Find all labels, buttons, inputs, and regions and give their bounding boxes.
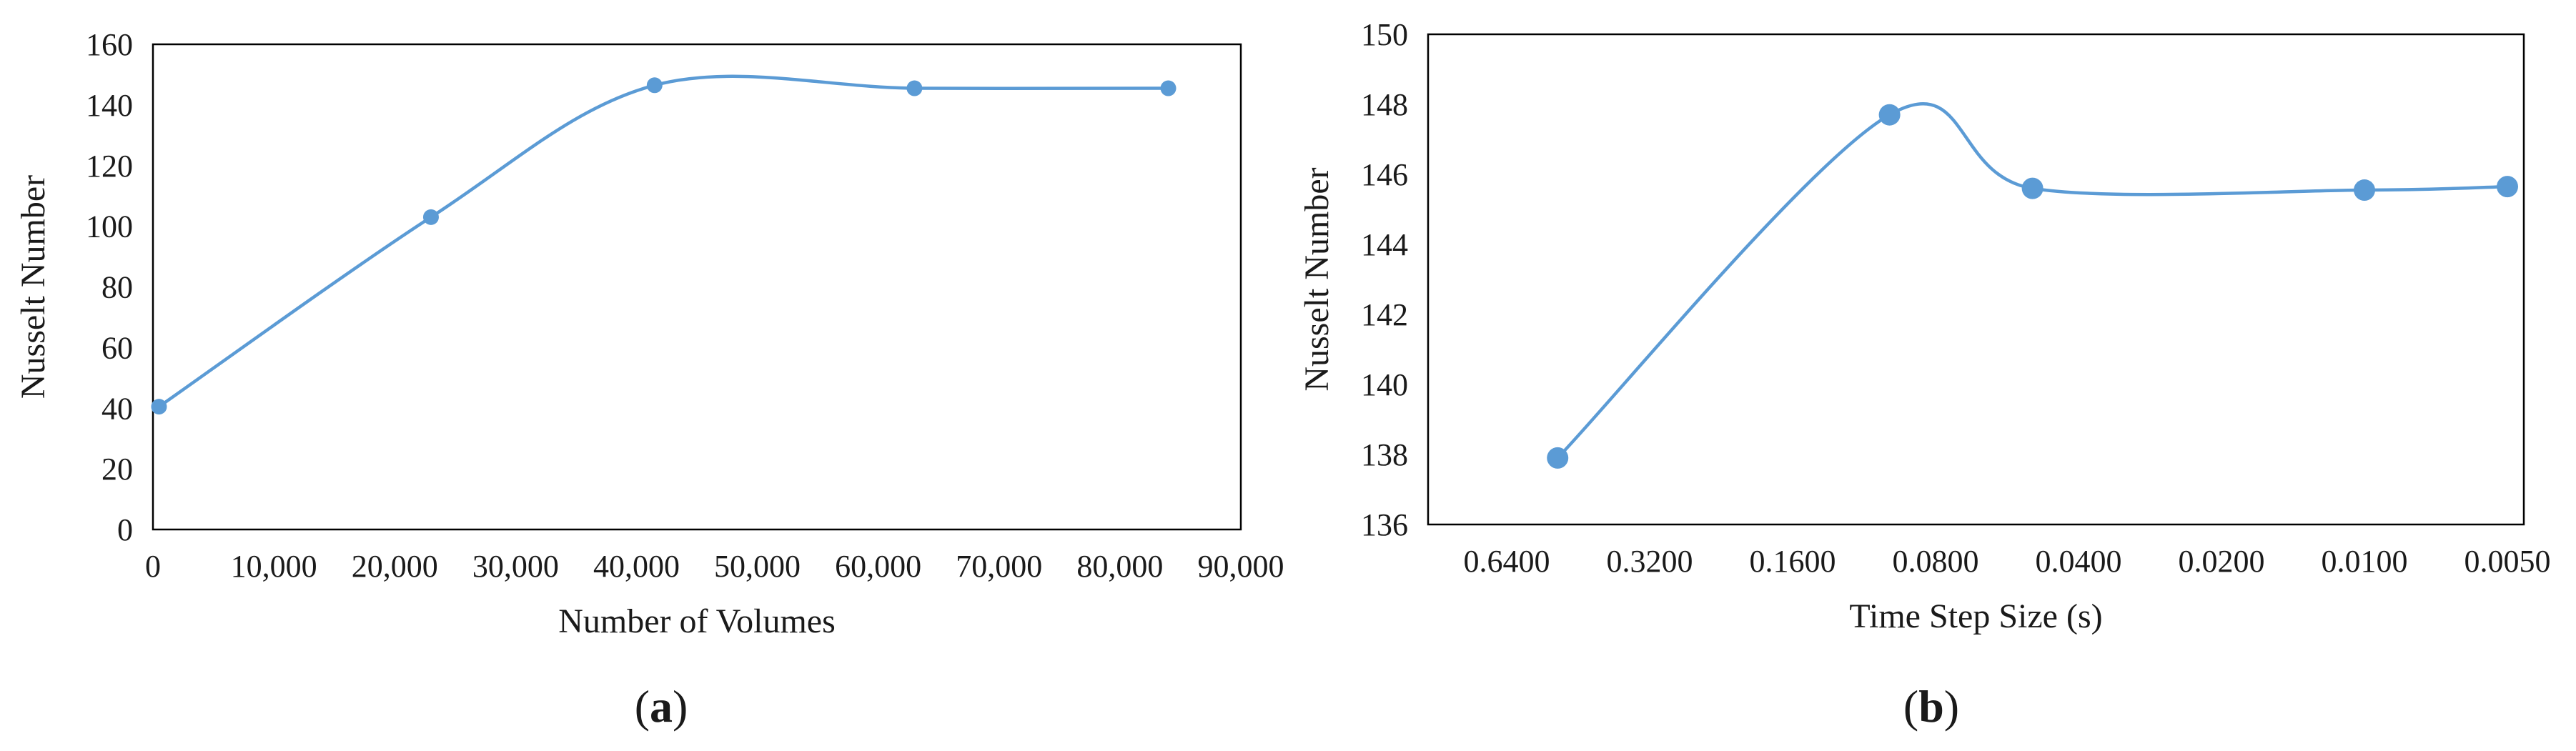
panel-b-y-axis-label: Nusselt Number bbox=[1298, 167, 1336, 391]
panel-b-data-point bbox=[2021, 177, 2044, 199]
panel-a-x-tick-label: 90,000 bbox=[1198, 549, 1284, 584]
panel-a-x-tick-label: 60,000 bbox=[835, 549, 921, 584]
panel-a-y-tick-label: 0 bbox=[117, 512, 133, 547]
panel-b-y-tick-label: 146 bbox=[1361, 157, 1408, 192]
panel-a-data-point bbox=[1160, 80, 1176, 96]
panel-b-y-tick-label: 142 bbox=[1361, 297, 1408, 332]
panel-a-data-point bbox=[151, 399, 167, 415]
panel-a-x-tick-label: 40,000 bbox=[593, 549, 680, 584]
panel-a-y-tick-label: 100 bbox=[86, 209, 133, 244]
panel-b-y-tick-label: 150 bbox=[1361, 17, 1408, 52]
panel-b-x-axis-label: Time Step Size (s) bbox=[1849, 597, 2102, 635]
panel-b-y-tick-label: 136 bbox=[1361, 507, 1408, 542]
panel-a-label: (a) bbox=[635, 681, 688, 732]
panel-a-y-tick-label: 20 bbox=[101, 452, 133, 487]
panel-a-y-tick-label: 40 bbox=[101, 391, 133, 426]
panel-b-x-tick-label: 0.0050 bbox=[2464, 544, 2551, 579]
panel-b-label: (b) bbox=[1903, 681, 1959, 732]
panel-b-plot-frame bbox=[1427, 33, 2525, 526]
panel-a-y-tick-label: 80 bbox=[101, 270, 133, 305]
panel-a-data-point bbox=[646, 77, 663, 94]
panel-a-y-axis-label: Nusselt Number bbox=[14, 175, 52, 399]
panel-a-x-axis-label: Number of Volumes bbox=[558, 602, 836, 640]
panel-b-letter: b bbox=[1918, 681, 1944, 732]
panel-a-letter: a bbox=[650, 681, 673, 732]
panel-b-x-tick-label: 0.6400 bbox=[1464, 544, 1550, 579]
panel-a-x-tick-label: 70,000 bbox=[956, 549, 1042, 584]
panel-a-data-point bbox=[422, 209, 439, 225]
panel-a-y-tick-label: 60 bbox=[101, 330, 133, 365]
panel-b-x-tick-label: 0.0400 bbox=[2036, 544, 2122, 579]
panel-a-plot-frame bbox=[152, 43, 1242, 531]
panel-a-data-point bbox=[906, 80, 923, 96]
panel-b-x-tick-label: 0.0200 bbox=[2179, 544, 2265, 579]
panel-b-y-tick-label: 148 bbox=[1361, 87, 1408, 122]
panel-a-chart: 0 20 40 60 80 100 120 140 160 0 10,000 20,000 30,000… bbox=[14, 27, 1284, 640]
panel-b-x-tick-label: 0.3200 bbox=[1607, 544, 1693, 579]
panel-a-series-line bbox=[158, 74, 1169, 408]
panel-b-y-tick-label: 138 bbox=[1361, 437, 1408, 472]
panel-a-x-tick-label: 20,000 bbox=[352, 549, 438, 584]
panel-a-x-tick-label: 50,000 bbox=[714, 549, 801, 584]
panel-b-x-tick-label: 0.1600 bbox=[1750, 544, 1836, 579]
panel-b-data-point bbox=[1547, 447, 1569, 469]
panel-b-data-point bbox=[2497, 176, 2518, 198]
panel-b-chart: 136 138 140 142 144 146 148 150 0.6400 0.3200 0.16… bbox=[1298, 17, 2551, 635]
panel-b-y-tick-label: 144 bbox=[1361, 227, 1408, 262]
panel-a-x-tick-label: 10,000 bbox=[231, 549, 317, 584]
panel-b-x-tick-label: 0.0800 bbox=[1893, 544, 1979, 579]
panel-a-x-tick-label: 0 bbox=[145, 549, 161, 584]
panel-a-x-tick-label: 80,000 bbox=[1076, 549, 1163, 584]
panel-a-y-tick-label: 120 bbox=[86, 149, 133, 184]
panel-b-series-line bbox=[1556, 102, 2508, 459]
panel-a-y-tick-label: 160 bbox=[86, 27, 133, 62]
panel-b-x-tick-label: 0.0100 bbox=[2322, 544, 2408, 579]
panel-b-y-tick-label: 140 bbox=[1361, 367, 1408, 402]
panel-b-data-point bbox=[1878, 104, 1901, 126]
panel-a-x-tick-label: 30,000 bbox=[472, 549, 559, 584]
panel-a-y-tick-label: 140 bbox=[86, 88, 133, 123]
panel-b-data-point bbox=[2354, 179, 2375, 202]
